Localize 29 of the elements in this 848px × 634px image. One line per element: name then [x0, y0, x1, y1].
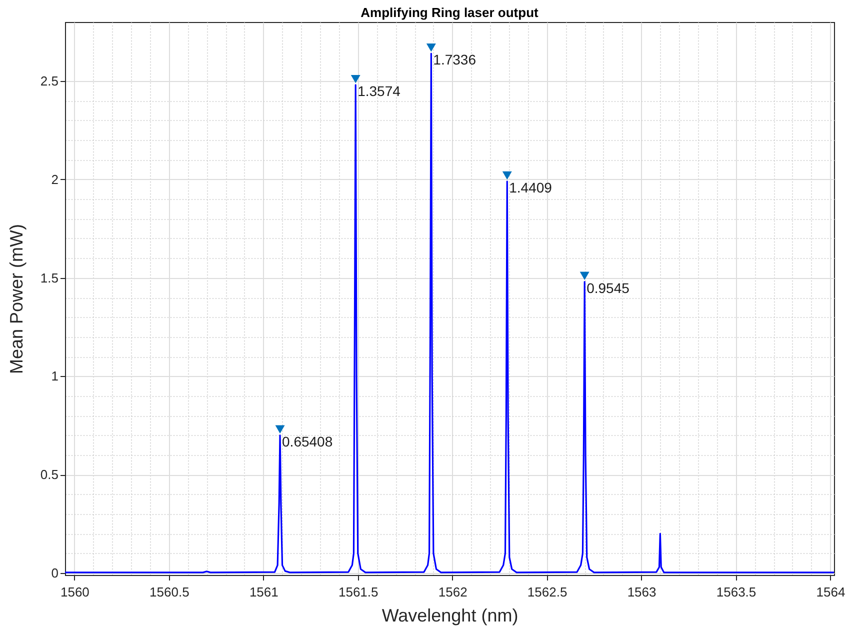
x-tick-label: 1560.5	[150, 584, 190, 600]
y-tick-label: 1.5	[40, 270, 58, 286]
x-tick-label: 1562	[438, 584, 468, 600]
y-tick-label: 2.5	[40, 74, 58, 89]
point	[350, 74, 360, 84]
annotation: 1.7336	[433, 51, 476, 68]
x-tick-label: 1561.5	[338, 584, 378, 600]
annotation: 1.4409	[509, 179, 552, 196]
y-axis-title: Mean Power (mW)	[6, 224, 26, 374]
x-tick-label: 1563	[627, 584, 656, 600]
annotation: 1.3574	[358, 82, 401, 99]
chart-title: Amplifying Ring laser output	[360, 5, 539, 20]
line-series	[65, 52, 834, 574]
x-tick-label: 1564	[816, 584, 846, 600]
point	[580, 272, 590, 280]
y-tick-label: 2	[51, 172, 58, 187]
annotation: 0.9545	[586, 280, 630, 296]
point	[426, 43, 436, 52]
y-tick-label: 0.5	[40, 467, 58, 482]
y-tick-label: 1	[51, 368, 58, 384]
x-axis-title: Wavelenght (nm)	[382, 606, 518, 626]
x-tick-label: 1563.5	[716, 584, 756, 600]
point	[502, 171, 512, 180]
y-tick-label: 0	[51, 566, 58, 581]
annotation: 0.65408	[282, 433, 333, 450]
x-tick-label: 1560	[60, 584, 90, 600]
x-tick-label: 1562.5	[527, 584, 568, 600]
point	[275, 425, 285, 434]
x-tick-label: 1561	[249, 584, 278, 600]
